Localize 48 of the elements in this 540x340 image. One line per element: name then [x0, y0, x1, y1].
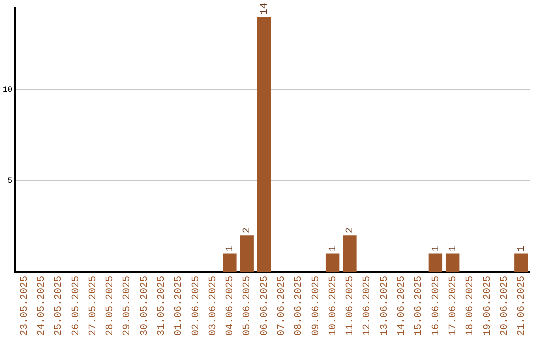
x-tick-label: 31.05.2025	[156, 276, 168, 336]
x-tick-label: 15.06.2025	[414, 276, 426, 336]
x-tick-label: 02.06.2025	[191, 276, 202, 336]
x-tick-label: 12.06.2025	[362, 276, 374, 336]
x-tick-label: 24.05.2025	[36, 276, 48, 336]
x-tick-label: 07.06.2025	[277, 276, 288, 336]
data-label: 1	[431, 246, 442, 252]
x-tick-label: 06.06.2025	[260, 276, 271, 336]
y-tick-label: 10	[2, 86, 13, 96]
x-tick-label: 14.06.2025	[397, 276, 408, 336]
bar	[514, 254, 528, 272]
x-tick-label: 26.05.2025	[71, 276, 82, 336]
x-tick-label: 27.05.2025	[88, 276, 100, 336]
bar	[326, 254, 340, 272]
bar	[446, 254, 460, 272]
data-label: 1	[517, 246, 528, 252]
bar	[223, 254, 237, 272]
data-label: 1	[448, 246, 460, 252]
x-tick-label: 08.06.2025	[294, 276, 306, 336]
x-tick-label: 29.05.2025	[122, 276, 134, 336]
data-label: 2	[346, 228, 357, 234]
data-label: 2	[242, 228, 254, 234]
x-tick-label: 04.06.2025	[226, 276, 237, 336]
x-tick-label: 16.06.2025	[431, 276, 442, 336]
x-tick-label: 30.05.2025	[140, 276, 151, 336]
x-tick-label: 18.06.2025	[466, 276, 477, 336]
x-tick-label: 23.05.2025	[20, 276, 31, 336]
x-tick-label: 21.06.2025	[517, 276, 528, 336]
bar	[428, 254, 443, 272]
x-tick-label: 05.06.2025	[242, 276, 254, 336]
x-tick-label: 25.05.2025	[54, 276, 66, 336]
x-tick-label: 20.06.2025	[500, 276, 511, 336]
bar	[343, 236, 357, 272]
x-tick-label: 10.06.2025	[328, 276, 340, 336]
bar	[240, 236, 254, 272]
x-tick-label: 09.06.2025	[311, 276, 322, 336]
data-label: 1	[226, 246, 237, 252]
bar	[257, 17, 272, 272]
data-label: 1	[328, 246, 340, 252]
x-tick-label: 03.06.2025	[208, 276, 220, 336]
x-tick-label: 01.06.2025	[174, 276, 186, 336]
x-tick-label: 11.06.2025	[346, 276, 357, 336]
x-tick-label: 17.06.2025	[448, 276, 460, 336]
x-tick-label: 19.06.2025	[482, 276, 494, 336]
data-label: 14	[260, 3, 271, 16]
x-tick-label: 13.06.2025	[380, 276, 391, 336]
y-tick-label: 5	[8, 177, 13, 186]
x-tick-label: 28.05.2025	[106, 276, 117, 336]
